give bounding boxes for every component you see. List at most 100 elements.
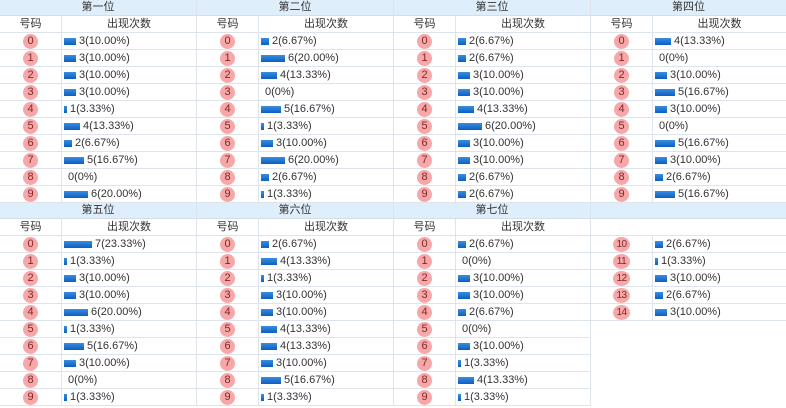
- table-row: 3 3(10.00%): [0, 84, 196, 101]
- code-cell: 0: [394, 33, 456, 49]
- number-ball: 8: [614, 169, 629, 185]
- number-ball: 0: [614, 33, 629, 49]
- code-cell: 8: [591, 169, 653, 185]
- code-cell: 3: [394, 287, 456, 303]
- table-row: 5 6(20.00%): [394, 118, 590, 135]
- code-cell: 5: [0, 118, 62, 134]
- count-cell: 5(16.67%): [62, 338, 196, 354]
- code-cell: 3: [0, 84, 62, 100]
- code-cell: 8: [197, 169, 259, 185]
- number-ball: 3: [417, 287, 432, 303]
- count-value: 3(10.00%): [79, 69, 130, 81]
- table-row: 5 0(0%): [591, 118, 786, 135]
- frequency-bar-icon: [655, 173, 663, 181]
- code-cell: 9: [0, 186, 62, 202]
- frequency-bar-icon: [458, 139, 470, 147]
- count-value: 3(10.00%): [79, 272, 130, 284]
- count-value: 3(10.00%): [79, 52, 130, 64]
- code-cell: 1: [197, 253, 259, 269]
- table-row: 7 1(3.33%): [394, 355, 590, 372]
- count-value: 5(16.67%): [284, 374, 335, 386]
- count-cell: 3(10.00%): [62, 270, 196, 286]
- table-row: 0 2(6.67%): [394, 33, 590, 50]
- frequency-bar-icon: [64, 37, 76, 45]
- position-block: 第三位 号码 出现次数 0 2(6.67%) 1 2(6.67%) 2 3(10.00%) 3 3(…: [394, 0, 591, 203]
- count-cell: 3(10.00%): [62, 50, 196, 66]
- code-cell: 6: [197, 338, 259, 354]
- frequency-bar-icon: [655, 240, 663, 248]
- count-value: 3(10.00%): [276, 289, 327, 301]
- count-cell: 2(6.67%): [653, 236, 786, 252]
- code-cell: 7: [0, 152, 62, 168]
- column-header-row: 号码 出现次数: [394, 219, 590, 236]
- position-block: 第四位 号码 出现次数 0 4(13.33%) 1 0(0%) 2 3(10.00%) 3 5(16…: [591, 0, 786, 203]
- number-ball: 1: [614, 50, 629, 66]
- number-ball: 2: [23, 270, 38, 286]
- frequency-bar-icon: [458, 37, 466, 45]
- count-value: 0(0%): [659, 120, 689, 132]
- count-cell: 3(10.00%): [62, 84, 196, 100]
- code-cell: 2: [197, 270, 259, 286]
- count-cell: 0(0%): [653, 118, 786, 134]
- frequency-bar-icon: [261, 359, 273, 367]
- count-value: 0(0%): [68, 374, 98, 386]
- code-cell: 2: [0, 67, 62, 83]
- count-value: 4(13.33%): [280, 69, 331, 81]
- frequency-bar-icon: [64, 342, 84, 350]
- number-ball: 7: [417, 355, 432, 371]
- count-cell: 7(23.33%): [62, 236, 196, 252]
- count-value: 2(6.67%): [469, 171, 514, 183]
- code-cell: 10: [591, 236, 653, 252]
- number-ball: 1: [23, 50, 38, 66]
- code-cell: 3: [0, 287, 62, 303]
- code-cell: 0: [394, 236, 456, 252]
- table-row: 8 4(13.33%): [394, 372, 590, 389]
- code-cell: 2: [394, 270, 456, 286]
- code-cell: 6: [394, 338, 456, 354]
- column-header-row: 号码 出现次数: [197, 219, 393, 236]
- table-row: 2 3(10.00%): [394, 270, 590, 287]
- code-cell: 9: [197, 186, 259, 202]
- count-cell: 2(6.67%): [456, 236, 590, 252]
- number-ball: 5: [614, 118, 629, 134]
- count-value: 4(13.33%): [83, 120, 134, 132]
- frequency-bar-icon: [458, 393, 461, 401]
- number-ball: 8: [23, 169, 38, 185]
- count-value: 5(16.67%): [678, 137, 729, 149]
- count-cell: 3(10.00%): [456, 287, 590, 303]
- table-row: 7 3(10.00%): [394, 152, 590, 169]
- number-ball: 6: [417, 135, 432, 151]
- position-block: 第一位 号码 出现次数 0 3(10.00%) 1 3(10.00%) 2 3(10.00%) 3…: [0, 0, 197, 203]
- code-column-header: 号码: [591, 16, 653, 32]
- code-cell: 8: [394, 372, 456, 388]
- position-title: 第三位: [394, 0, 590, 16]
- frequency-bar-icon: [261, 291, 273, 299]
- frequency-bar-icon: [655, 88, 675, 96]
- count-value: 7(23.33%): [95, 238, 146, 250]
- frequency-bar-icon: [261, 376, 281, 384]
- code-cell: 5: [591, 118, 653, 134]
- frequency-bar-icon: [261, 393, 264, 401]
- frequency-bar-icon: [458, 376, 474, 384]
- table-row: 3 3(10.00%): [197, 287, 393, 304]
- code-cell: 6: [0, 338, 62, 354]
- number-ball: 0: [417, 236, 432, 252]
- count-cell: 3(10.00%): [653, 270, 786, 286]
- count-cell: 1(3.33%): [259, 270, 393, 286]
- count-value: 0(0%): [68, 171, 98, 183]
- position-title: 第六位: [197, 203, 393, 219]
- frequency-bar-icon: [64, 122, 80, 130]
- number-ball: 2: [417, 270, 432, 286]
- code-cell: 5: [394, 321, 456, 337]
- number-ball: 0: [220, 236, 235, 252]
- frequency-bar-icon: [64, 105, 67, 113]
- count-value: 0(0%): [462, 323, 492, 335]
- table-row: 9 1(3.33%): [197, 186, 393, 203]
- code-cell: 4: [394, 101, 456, 117]
- number-ball: 3: [23, 287, 38, 303]
- frequency-bar-icon: [261, 139, 273, 147]
- frequency-bar-icon: [261, 342, 277, 350]
- band-bottom: 第五位 号码 出现次数 0 7(23.33%) 1 1(3.33%) 2 3(10.00%) 3 3…: [0, 203, 786, 406]
- count-cell: 3(10.00%): [653, 152, 786, 168]
